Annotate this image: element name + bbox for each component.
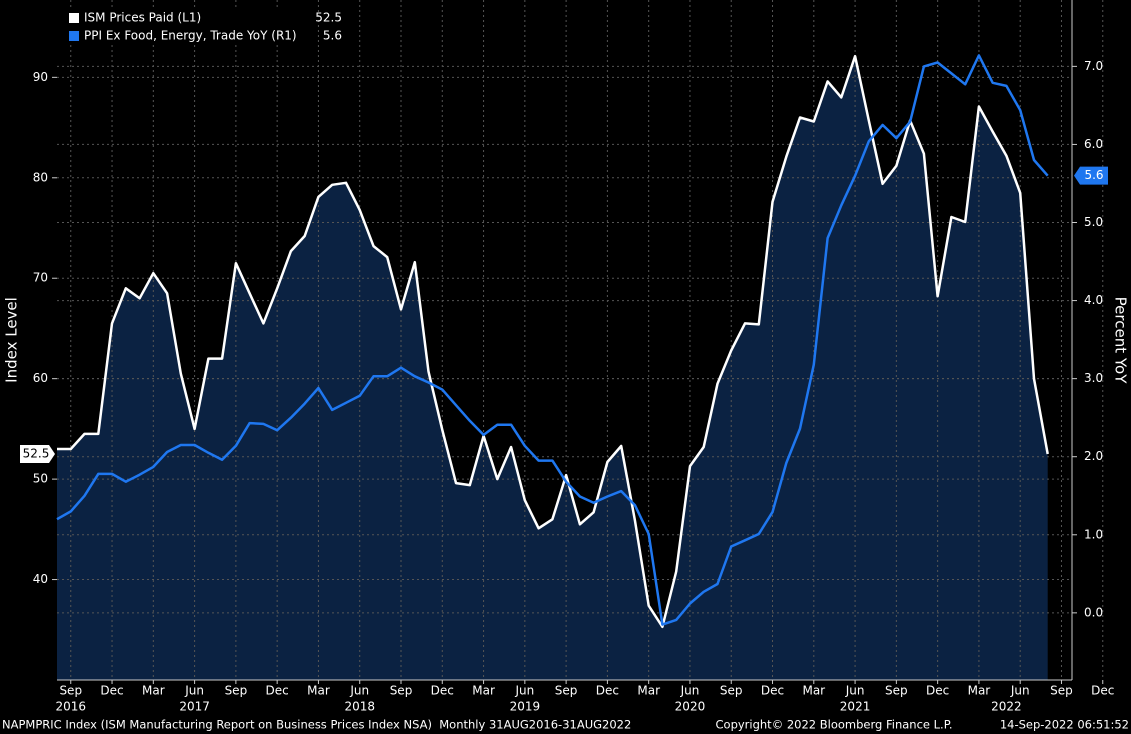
x-tick-label: Sep <box>390 684 413 698</box>
area <box>57 56 1048 680</box>
legend-swatch <box>69 31 79 41</box>
line <box>56 54 1049 626</box>
legend-value: 52.5 <box>315 11 342 25</box>
x-tick-label: Jun <box>1010 684 1030 698</box>
x-tick-label: Sep <box>1050 684 1073 698</box>
legend-label: PPI Ex Food, Energy, Trade YoY (R1) <box>84 29 297 43</box>
x-tick-label: Sep <box>720 684 743 698</box>
legend: ISM Prices Paid (L1) 52.5 PPI Ex Food, Ene… <box>62 7 342 45</box>
y2-tick-label: 3.0 <box>1084 371 1103 385</box>
y2-tick-label: 4.0 <box>1084 293 1103 307</box>
last-value-label: 5.6 <box>1084 168 1103 182</box>
x-tick-label: Mar <box>472 684 495 698</box>
footer-source: NAPMPRIC Index (ISM Manufacturing Report… <box>2 718 631 732</box>
last-value-label: 52.5 <box>23 447 50 461</box>
x-tick-label: Jun <box>514 684 534 698</box>
x-tick-label: Dec <box>596 684 619 698</box>
y2-tick-label: 5.0 <box>1084 215 1103 229</box>
y-tick-label: 40 <box>33 572 48 586</box>
x-tick-label: Dec <box>1091 684 1114 698</box>
footer-timestamp: 14-Sep-2022 06:51:52 <box>1000 718 1129 732</box>
last-value-badge <box>1074 166 1108 185</box>
x-tick-label: Jun <box>845 684 865 698</box>
x-year-label: 2020 <box>675 700 706 714</box>
y2-tick-label: 2.0 <box>1084 449 1103 463</box>
legend-value: 5.6 <box>323 29 342 43</box>
x-tick-label: Mar <box>802 684 825 698</box>
x-tick-label: Sep <box>885 684 908 698</box>
x-tick-label: Sep <box>59 684 82 698</box>
legend-swatch <box>69 13 79 23</box>
x-tick-label: Mar <box>307 684 330 698</box>
y-tick-label: 90 <box>33 70 48 84</box>
x-year-label: 2016 <box>55 700 86 714</box>
x-tick-label: Sep <box>555 684 578 698</box>
y2-tick-label: 1.0 <box>1084 527 1103 541</box>
x-tick-label: Dec <box>431 684 454 698</box>
x-tick-label: Dec <box>926 684 949 698</box>
y-tick-label: 80 <box>33 170 48 184</box>
x-tick-label: Jun <box>184 684 204 698</box>
x-year-label: 2018 <box>344 700 375 714</box>
y2-axis-label: Percent YoY <box>1112 297 1130 385</box>
x-year-label: 2022 <box>991 700 1022 714</box>
legend-label: ISM Prices Paid (L1) <box>84 11 201 25</box>
x-tick-label: Mar <box>637 684 660 698</box>
x-year-label: 2021 <box>840 700 871 714</box>
y-tick-label: 70 <box>33 271 48 285</box>
x-tick-label: Jun <box>680 684 700 698</box>
last-value-badge <box>20 445 55 464</box>
x-tick-label: Sep <box>225 684 248 698</box>
x-tick-label: Jun <box>349 684 369 698</box>
y-tick-label: 60 <box>33 371 48 385</box>
footer-copyright: Copyright© 2022 Bloomberg Finance L.P. <box>716 718 953 732</box>
legend-box <box>62 7 316 45</box>
y2-tick-label: 0.0 <box>1084 605 1103 619</box>
y2-tick-label: 7.0 <box>1084 59 1103 73</box>
y2-tick-label: 6.0 <box>1084 137 1103 151</box>
y-axis-label: Index Level <box>3 297 21 383</box>
grid <box>57 0 1104 680</box>
x-tick-label: Mar <box>142 684 165 698</box>
x-tick-label: Dec <box>761 684 784 698</box>
x-tick-label: Mar <box>968 684 991 698</box>
y-tick-label: 50 <box>33 472 48 486</box>
x-tick-label: Dec <box>100 684 123 698</box>
x-tick-label: Dec <box>266 684 289 698</box>
line <box>57 54 1049 629</box>
x-year-label: 2019 <box>510 700 541 714</box>
x-year-label: 2017 <box>179 700 210 714</box>
